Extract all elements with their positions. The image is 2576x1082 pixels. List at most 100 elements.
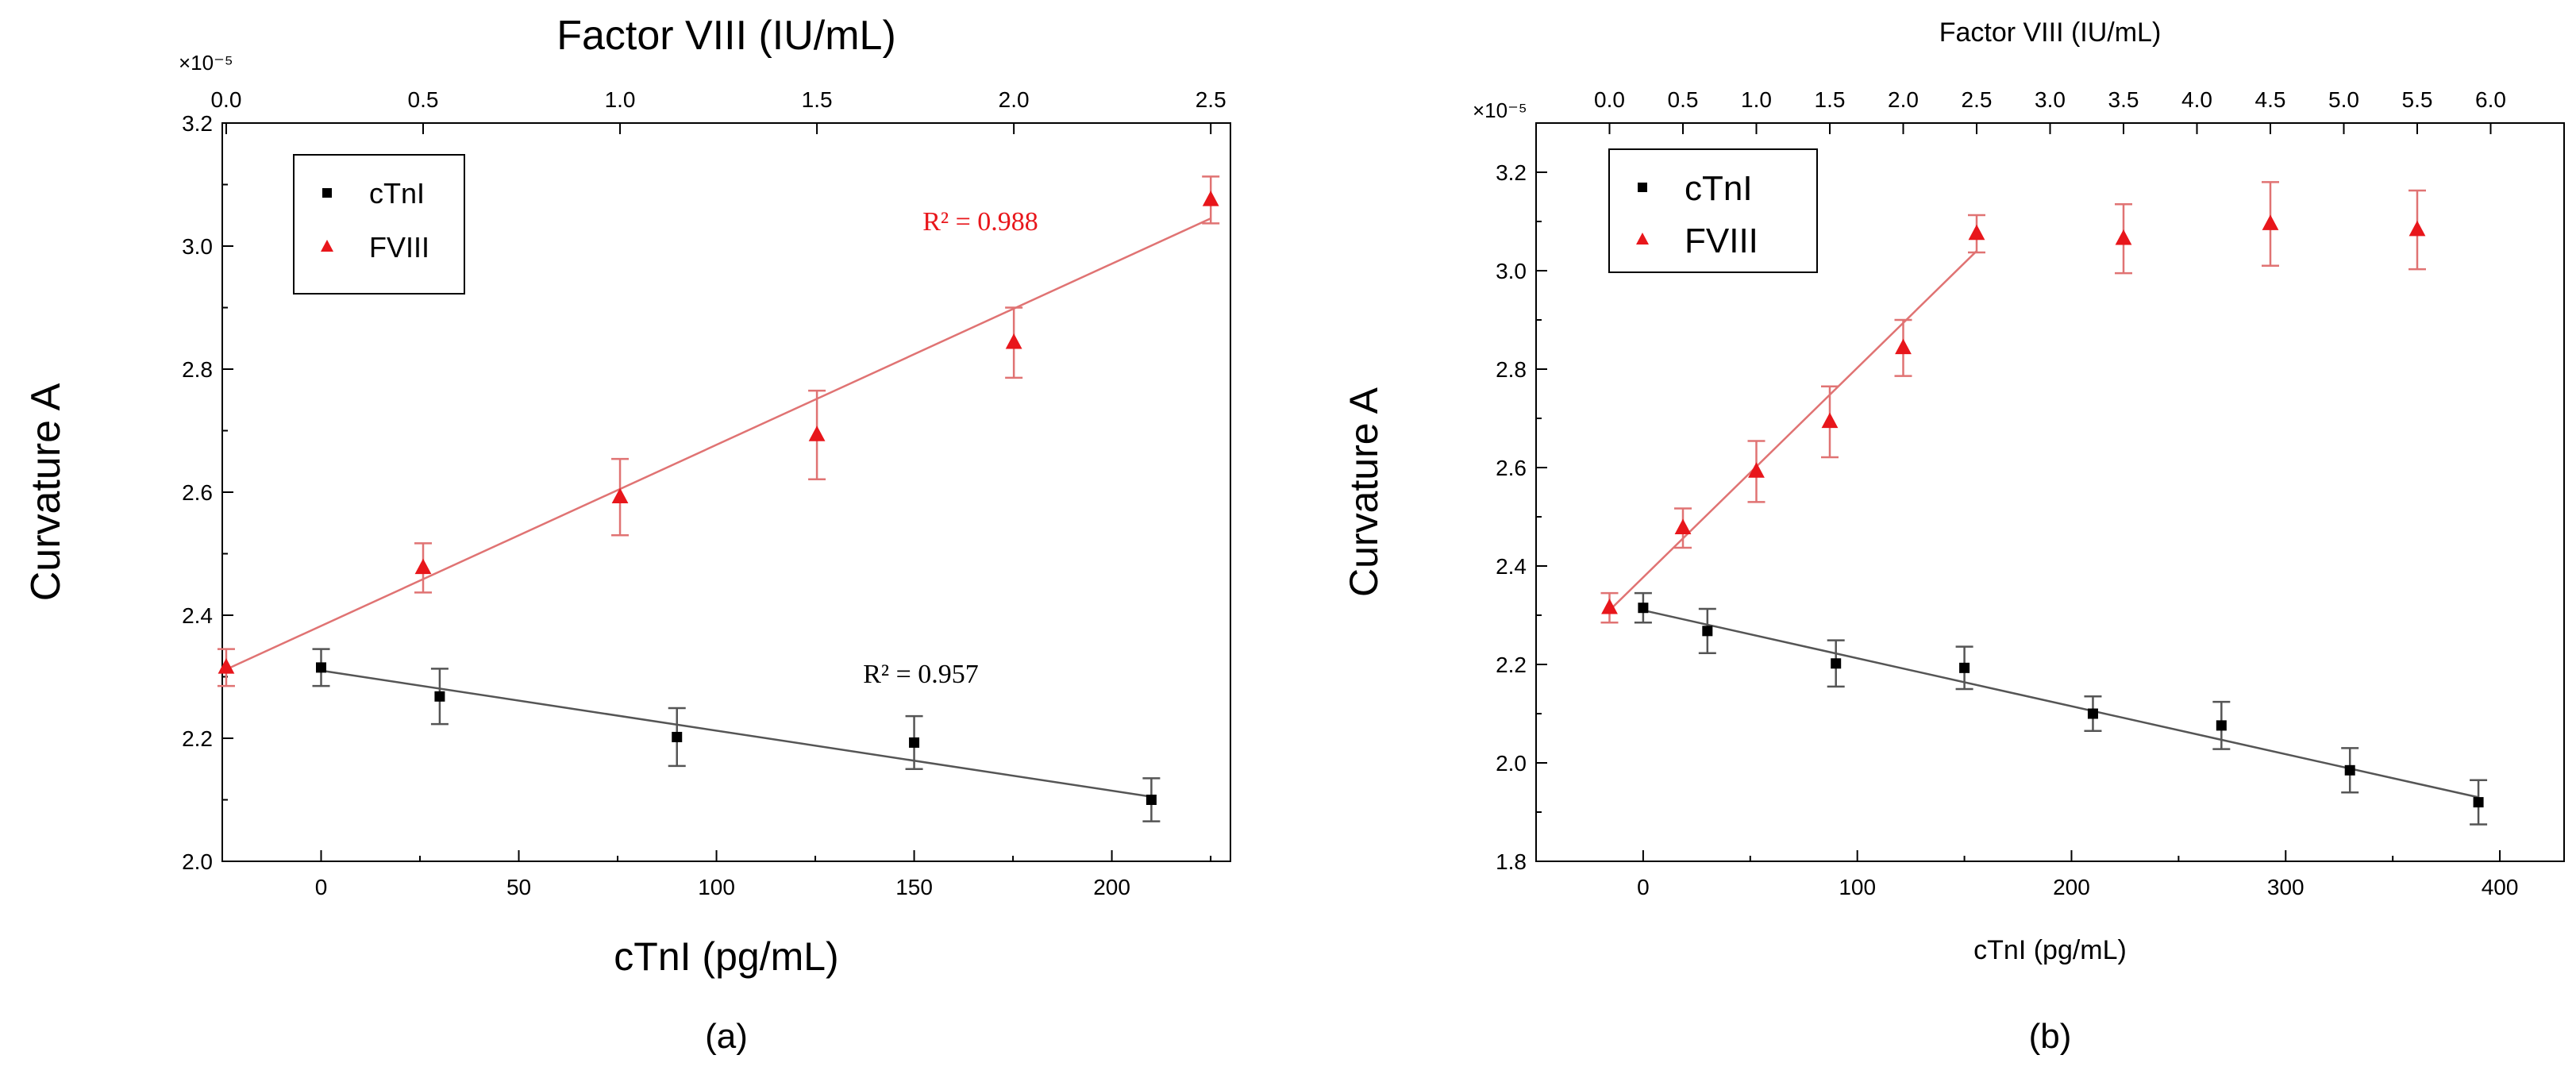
y-tick-label: 3.0 — [182, 234, 213, 259]
legend-marker-ctni — [1638, 183, 1647, 192]
data-point-fviii — [414, 558, 432, 575]
top-axis-label: Factor VIII (IU/mL) — [1939, 17, 2162, 48]
legend: cTnI FVIII — [1608, 148, 1818, 273]
legend-entry-label: FVIII — [1685, 221, 1758, 260]
fit-line-fviii — [1608, 250, 1977, 611]
data-point-fviii — [218, 658, 235, 674]
top-axis-label: Factor VIII (IU/mL) — [556, 13, 896, 59]
top-tick-label: 4.0 — [2181, 87, 2212, 112]
y-tick-label: 2.2 — [182, 726, 213, 751]
top-tick-label: 0.5 — [1668, 87, 1699, 112]
y-tick-label: 2.2 — [1496, 653, 1527, 677]
top-tick-label: 0.5 — [408, 87, 439, 112]
top-tick-label: 1.0 — [605, 87, 636, 112]
top-tick-label: 5.5 — [2402, 87, 2433, 112]
data-point-ctni — [2344, 764, 2355, 776]
data-point-fviii — [2409, 220, 2426, 237]
top-tick-label: 3.5 — [2108, 87, 2139, 112]
top-tick-label: 1.5 — [802, 87, 833, 112]
data-point-ctni — [2216, 720, 2227, 731]
legend-entry-label: FVIII — [369, 231, 429, 264]
y-multiplier-label: ×10⁻⁵ — [1473, 98, 1527, 122]
legend-box — [1608, 148, 1818, 273]
fit-line-ctni — [1642, 609, 2479, 799]
top-tick-label: 0.0 — [210, 87, 241, 112]
data-point-ctni — [316, 662, 327, 673]
top-tick-label: 6.0 — [2475, 87, 2506, 112]
y-tick-label: 2.0 — [182, 849, 213, 874]
data-point-ctni — [2087, 708, 2098, 719]
data-point-fviii — [1601, 599, 1618, 614]
y-tick-label: 3.0 — [1496, 259, 1527, 283]
data-point-fviii — [2115, 229, 2132, 245]
top-tick-label: 0.0 — [1594, 87, 1625, 112]
r-squared-label-fviii: R² = 0.988 — [922, 207, 1038, 237]
bottom-axis-ticks: 0 50 100 150 200 — [315, 850, 1212, 899]
x-tick-label: 100 — [1839, 875, 1876, 899]
x-tick-label: 50 — [506, 875, 531, 899]
y-axis-label: Curvature A — [23, 383, 69, 601]
data-point-ctni — [1702, 626, 1713, 637]
data-point-fviii — [808, 425, 826, 441]
fit-line-fviii — [225, 217, 1211, 671]
top-axis-ticks: 0.0 0.5 1.0 1.5 2.0 2.5 3.0 3.5 4.0 4.5 5.0 5.5 6.0 — [1594, 87, 2506, 134]
series-ctni — [1634, 591, 2488, 826]
top-tick-label: 5.0 — [2328, 87, 2359, 112]
data-point-fviii — [1674, 518, 1692, 535]
fit-line-ctni — [321, 669, 1152, 798]
bottom-axis-label: cTnI (pg/mL) — [1973, 935, 2127, 965]
y-tick-label: 1.8 — [1496, 849, 1527, 874]
top-tick-label: 1.0 — [1741, 87, 1772, 112]
data-point-fviii — [1968, 224, 1985, 241]
data-point-ctni — [2473, 797, 2484, 808]
data-point-ctni — [1959, 662, 1970, 673]
legend-marker-ctni — [322, 188, 332, 198]
y-tick-label: 2.6 — [182, 480, 213, 505]
data-point-fviii — [1895, 338, 1912, 355]
data-point-ctni — [909, 737, 920, 748]
chart-panel-a: 2.0 2.2 2.4 2.6 2.8 3.0 3.2 0 50 100 150 200 0.0 0.5 1… — [23, 13, 1231, 1056]
y-axis-ticks: 1.8 2.0 2.2 2.4 2.6 2.8 3.0 3.2 — [1496, 160, 1547, 874]
top-tick-label: 2.5 — [1196, 87, 1226, 112]
data-point-fviii — [2262, 214, 2279, 230]
y-tick-label: 3.2 — [1496, 160, 1527, 185]
data-point-fviii — [1005, 333, 1022, 349]
data-point-fviii — [1202, 191, 1219, 206]
data-point-fviii — [611, 487, 629, 503]
y-tick-label: 2.0 — [1496, 751, 1527, 776]
y-multiplier-label: ×10⁻⁵ — [179, 51, 233, 75]
top-tick-label: 4.5 — [2255, 87, 2286, 112]
series-ctni: R² = 0.957 — [312, 648, 1161, 822]
top-tick-label: 1.5 — [1815, 87, 1846, 112]
x-tick-label: 300 — [2267, 875, 2305, 899]
y-tick-label: 2.6 — [1496, 456, 1527, 480]
y-tick-label: 2.4 — [182, 603, 213, 628]
legend-marker-fviii — [1636, 233, 1649, 245]
y-tick-label: 2.4 — [1496, 554, 1527, 579]
data-point-ctni — [1831, 658, 1842, 669]
legend: cTnI FVIII — [293, 154, 465, 295]
legend-entry-label: cTnI — [369, 177, 425, 210]
chart-panel-b: 1.8 2.0 2.2 2.4 2.6 2.8 3.0 3.2 0 100 200 300 400 0.0… — [1342, 17, 2565, 1056]
x-tick-label: 200 — [2053, 875, 2090, 899]
top-tick-label: 2.5 — [1962, 87, 1993, 112]
r-squared-label-ctni: R² = 0.957 — [863, 660, 979, 689]
series-fviii — [1600, 181, 2426, 624]
y-tick-label: 2.8 — [1496, 357, 1527, 382]
legend-marker-fviii — [321, 240, 333, 252]
panel-label: (b) — [2029, 1017, 2072, 1056]
data-point-fviii — [1821, 412, 1839, 429]
y-tick-label: 2.8 — [182, 357, 213, 382]
x-tick-label: 0 — [315, 875, 328, 899]
x-tick-label: 200 — [1093, 875, 1130, 899]
data-point-ctni — [434, 691, 445, 702]
bottom-axis-label: cTnI (pg/mL) — [614, 934, 838, 979]
top-tick-label: 2.0 — [999, 87, 1030, 112]
panel-label: (a) — [705, 1017, 748, 1056]
y-axis-label: Curvature A — [1342, 387, 1386, 597]
y-tick-label: 3.2 — [182, 111, 213, 136]
data-point-fviii — [1748, 462, 1765, 478]
x-tick-label: 0 — [1637, 875, 1650, 899]
data-point-ctni — [672, 731, 683, 742]
